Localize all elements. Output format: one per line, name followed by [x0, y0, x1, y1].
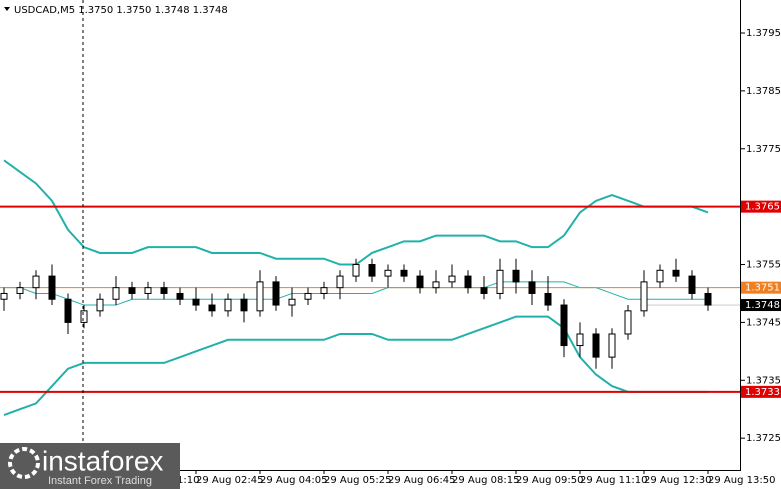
candle-body	[48, 275, 56, 300]
candle-body	[688, 275, 696, 294]
candle-body	[272, 281, 280, 306]
level-label-box	[741, 385, 781, 398]
y-tick-label: 1.3795	[746, 28, 781, 39]
candle-body	[448, 275, 456, 283]
y-tick-label: 1.3775	[746, 144, 781, 155]
candle-body	[384, 269, 392, 277]
current-price-box	[741, 299, 781, 312]
logo: instaforex Instant Forex Trading	[0, 443, 180, 489]
candle-body	[400, 269, 408, 277]
candle-body	[192, 298, 200, 306]
level-label: 1.3733	[745, 387, 780, 398]
candle-body	[176, 292, 184, 300]
level-label: 1.3751	[745, 283, 780, 294]
candle-body	[16, 287, 24, 294]
logo-icon	[8, 447, 40, 479]
candle-body	[224, 298, 232, 312]
candle-body	[112, 287, 120, 300]
x-tick-label: 29 Aug 08:15	[452, 475, 519, 486]
candle-body	[624, 310, 632, 335]
candle-body	[336, 275, 344, 289]
y-tick-label: 1.3785	[746, 86, 781, 97]
current-price-label: 1.3748	[745, 300, 780, 311]
candle-body	[0, 292, 8, 300]
candle-body	[160, 287, 168, 294]
x-tick-label: 29 Aug 11:10	[580, 475, 647, 486]
candle-body	[352, 264, 360, 277]
level-label-box	[741, 281, 781, 294]
logo-box	[0, 443, 180, 489]
candle-body	[640, 281, 648, 312]
x-tick-label: 29 Aug 02:45	[196, 475, 263, 486]
y-tick-label: 1.3735	[746, 375, 781, 386]
candle-body	[432, 281, 440, 289]
candle-body	[128, 287, 136, 294]
x-tick-label: 29 Aug 13:50	[708, 475, 775, 486]
x-tick-label: 29 Aug 06:45	[388, 475, 455, 486]
x-tick-label: 29 Aug 09:50	[516, 475, 583, 486]
logo-name: instaforex	[42, 445, 163, 476]
candle-body	[64, 298, 72, 323]
level-label: 1.3765	[745, 202, 780, 213]
candle-body	[32, 275, 40, 289]
candle-body	[256, 281, 264, 312]
y-tick-label: 1.3755	[746, 260, 781, 271]
candle-body	[416, 275, 424, 289]
candle-body	[80, 310, 88, 323]
y-tick-label: 1.3725	[746, 433, 781, 444]
candle-body	[560, 304, 568, 347]
candle-body	[464, 275, 472, 289]
symbol-arrow	[4, 7, 10, 11]
candle-body	[480, 287, 488, 294]
x-tick-label: 29 Aug 04:05	[260, 475, 327, 486]
candle-body	[576, 333, 584, 347]
level-label-box	[741, 200, 781, 213]
candle-body	[144, 287, 152, 294]
candle-body	[592, 333, 600, 358]
candle-body	[608, 333, 616, 358]
logo-tagline: Instant Forex Trading	[48, 475, 152, 487]
candle-body	[512, 269, 520, 283]
axes: 1.37951.37851.37751.37551.37451.37351.37…	[3, 28, 781, 486]
candle-body	[368, 264, 376, 277]
candle-body	[496, 269, 504, 294]
y-tick-label: 1.3745	[746, 317, 781, 328]
candle-body	[704, 292, 712, 306]
x-tick-label: 29 Aug 05:25	[324, 475, 391, 486]
band-line	[3, 315, 708, 416]
candle-body	[288, 298, 296, 306]
chart-title: USDCAD,M5 1.3750 1.3750 1.3748 1.3748	[14, 5, 228, 16]
candle-body	[656, 269, 664, 283]
candle-body	[672, 269, 680, 277]
plot-area	[0, 159, 741, 416]
candle-body	[240, 298, 248, 312]
candle-body	[208, 304, 216, 312]
candle-body	[320, 287, 328, 294]
candle-body	[304, 292, 312, 300]
candle-body	[96, 298, 104, 312]
x-tick-label: 29 Aug 12:30	[644, 475, 711, 486]
candle-body	[528, 281, 536, 294]
candle-body	[544, 292, 552, 306]
